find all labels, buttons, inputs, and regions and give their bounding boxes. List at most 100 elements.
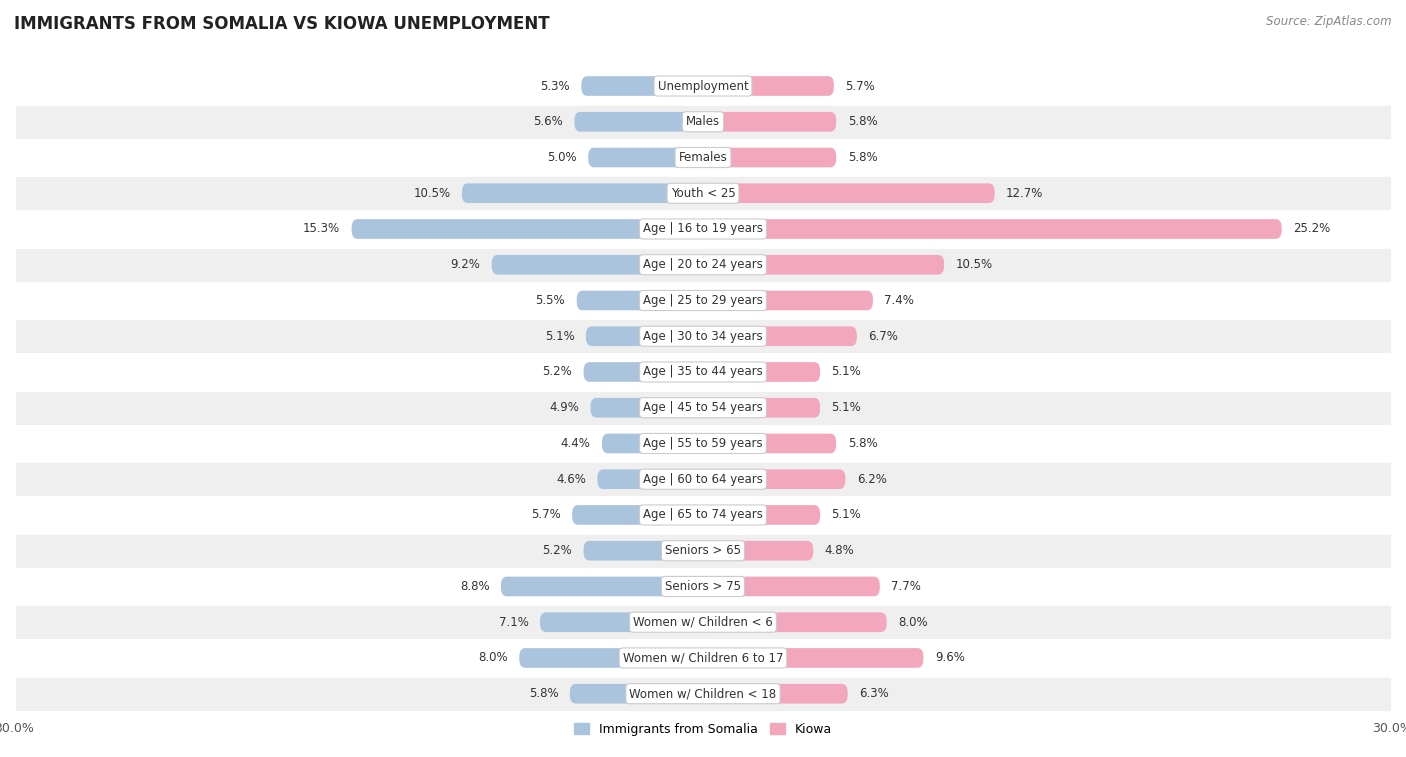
Text: Age | 60 to 64 years: Age | 60 to 64 years: [643, 472, 763, 486]
Bar: [14, 425, 1392, 461]
Text: 5.8%: 5.8%: [848, 437, 877, 450]
FancyBboxPatch shape: [703, 112, 837, 132]
FancyBboxPatch shape: [703, 291, 873, 310]
Text: 7.7%: 7.7%: [891, 580, 921, 593]
FancyBboxPatch shape: [703, 398, 820, 418]
FancyBboxPatch shape: [703, 148, 837, 167]
Text: 4.8%: 4.8%: [825, 544, 855, 557]
FancyBboxPatch shape: [583, 541, 703, 560]
Bar: [14, 68, 1392, 104]
Text: 15.3%: 15.3%: [304, 223, 340, 235]
Bar: [14, 604, 1392, 640]
FancyBboxPatch shape: [703, 505, 820, 525]
FancyBboxPatch shape: [598, 469, 703, 489]
Text: Age | 45 to 54 years: Age | 45 to 54 years: [643, 401, 763, 414]
Text: Seniors > 65: Seniors > 65: [665, 544, 741, 557]
Text: 5.2%: 5.2%: [543, 366, 572, 378]
Text: 5.7%: 5.7%: [845, 79, 875, 92]
FancyBboxPatch shape: [540, 612, 703, 632]
Bar: [14, 139, 1392, 176]
FancyBboxPatch shape: [519, 648, 703, 668]
Bar: [14, 497, 1392, 533]
Text: 5.1%: 5.1%: [831, 509, 862, 522]
Text: IMMIGRANTS FROM SOMALIA VS KIOWA UNEMPLOYMENT: IMMIGRANTS FROM SOMALIA VS KIOWA UNEMPLO…: [14, 15, 550, 33]
FancyBboxPatch shape: [588, 148, 703, 167]
FancyBboxPatch shape: [703, 612, 887, 632]
Text: Seniors > 75: Seniors > 75: [665, 580, 741, 593]
Text: 12.7%: 12.7%: [1007, 187, 1043, 200]
Text: 10.5%: 10.5%: [956, 258, 993, 271]
Text: Women w/ Children 6 to 17: Women w/ Children 6 to 17: [623, 652, 783, 665]
Text: 5.8%: 5.8%: [848, 115, 877, 128]
Text: 5.1%: 5.1%: [831, 366, 862, 378]
Text: 4.4%: 4.4%: [561, 437, 591, 450]
Text: 8.8%: 8.8%: [460, 580, 489, 593]
Text: 4.6%: 4.6%: [555, 472, 586, 486]
FancyBboxPatch shape: [492, 255, 703, 275]
FancyBboxPatch shape: [583, 362, 703, 382]
Text: 6.7%: 6.7%: [869, 330, 898, 343]
FancyBboxPatch shape: [572, 505, 703, 525]
Text: 7.1%: 7.1%: [499, 615, 529, 629]
Bar: [14, 282, 1392, 319]
Text: Males: Males: [686, 115, 720, 128]
Bar: [14, 319, 1392, 354]
Bar: [14, 104, 1392, 139]
Text: Females: Females: [679, 151, 727, 164]
Text: 5.5%: 5.5%: [536, 294, 565, 307]
FancyBboxPatch shape: [602, 434, 703, 453]
Text: Age | 65 to 74 years: Age | 65 to 74 years: [643, 509, 763, 522]
Text: 10.5%: 10.5%: [413, 187, 450, 200]
Text: 4.9%: 4.9%: [550, 401, 579, 414]
Text: Age | 16 to 19 years: Age | 16 to 19 years: [643, 223, 763, 235]
Text: 9.2%: 9.2%: [450, 258, 481, 271]
Text: 8.0%: 8.0%: [898, 615, 928, 629]
Text: 5.7%: 5.7%: [531, 509, 561, 522]
FancyBboxPatch shape: [352, 220, 703, 238]
Bar: [14, 390, 1392, 425]
FancyBboxPatch shape: [591, 398, 703, 418]
FancyBboxPatch shape: [501, 577, 703, 597]
FancyBboxPatch shape: [461, 183, 703, 203]
Text: Age | 55 to 59 years: Age | 55 to 59 years: [643, 437, 763, 450]
Bar: [14, 176, 1392, 211]
Text: 5.8%: 5.8%: [529, 687, 558, 700]
Text: Source: ZipAtlas.com: Source: ZipAtlas.com: [1267, 15, 1392, 28]
Text: Youth < 25: Youth < 25: [671, 187, 735, 200]
FancyBboxPatch shape: [703, 684, 848, 703]
Text: Age | 35 to 44 years: Age | 35 to 44 years: [643, 366, 763, 378]
Text: 6.2%: 6.2%: [856, 472, 887, 486]
Text: Age | 30 to 34 years: Age | 30 to 34 years: [643, 330, 763, 343]
FancyBboxPatch shape: [703, 541, 813, 560]
Text: 8.0%: 8.0%: [478, 652, 508, 665]
Text: 6.3%: 6.3%: [859, 687, 889, 700]
FancyBboxPatch shape: [586, 326, 703, 346]
FancyBboxPatch shape: [703, 183, 994, 203]
Text: 5.8%: 5.8%: [848, 151, 877, 164]
Bar: [14, 676, 1392, 712]
Text: 5.1%: 5.1%: [544, 330, 575, 343]
Bar: [14, 247, 1392, 282]
Bar: [14, 211, 1392, 247]
Text: Women w/ Children < 18: Women w/ Children < 18: [630, 687, 776, 700]
FancyBboxPatch shape: [703, 648, 924, 668]
Text: 7.4%: 7.4%: [884, 294, 914, 307]
FancyBboxPatch shape: [703, 362, 820, 382]
FancyBboxPatch shape: [703, 434, 837, 453]
Text: 25.2%: 25.2%: [1294, 223, 1330, 235]
FancyBboxPatch shape: [703, 469, 845, 489]
Legend: Immigrants from Somalia, Kiowa: Immigrants from Somalia, Kiowa: [568, 718, 838, 740]
Text: 9.6%: 9.6%: [935, 652, 965, 665]
Text: 5.1%: 5.1%: [831, 401, 862, 414]
Bar: [14, 354, 1392, 390]
Bar: [14, 640, 1392, 676]
FancyBboxPatch shape: [703, 220, 1282, 238]
FancyBboxPatch shape: [569, 684, 703, 703]
FancyBboxPatch shape: [576, 291, 703, 310]
FancyBboxPatch shape: [703, 255, 945, 275]
Text: Unemployment: Unemployment: [658, 79, 748, 92]
Bar: [14, 569, 1392, 604]
Text: 5.6%: 5.6%: [533, 115, 562, 128]
Text: Age | 25 to 29 years: Age | 25 to 29 years: [643, 294, 763, 307]
FancyBboxPatch shape: [575, 112, 703, 132]
